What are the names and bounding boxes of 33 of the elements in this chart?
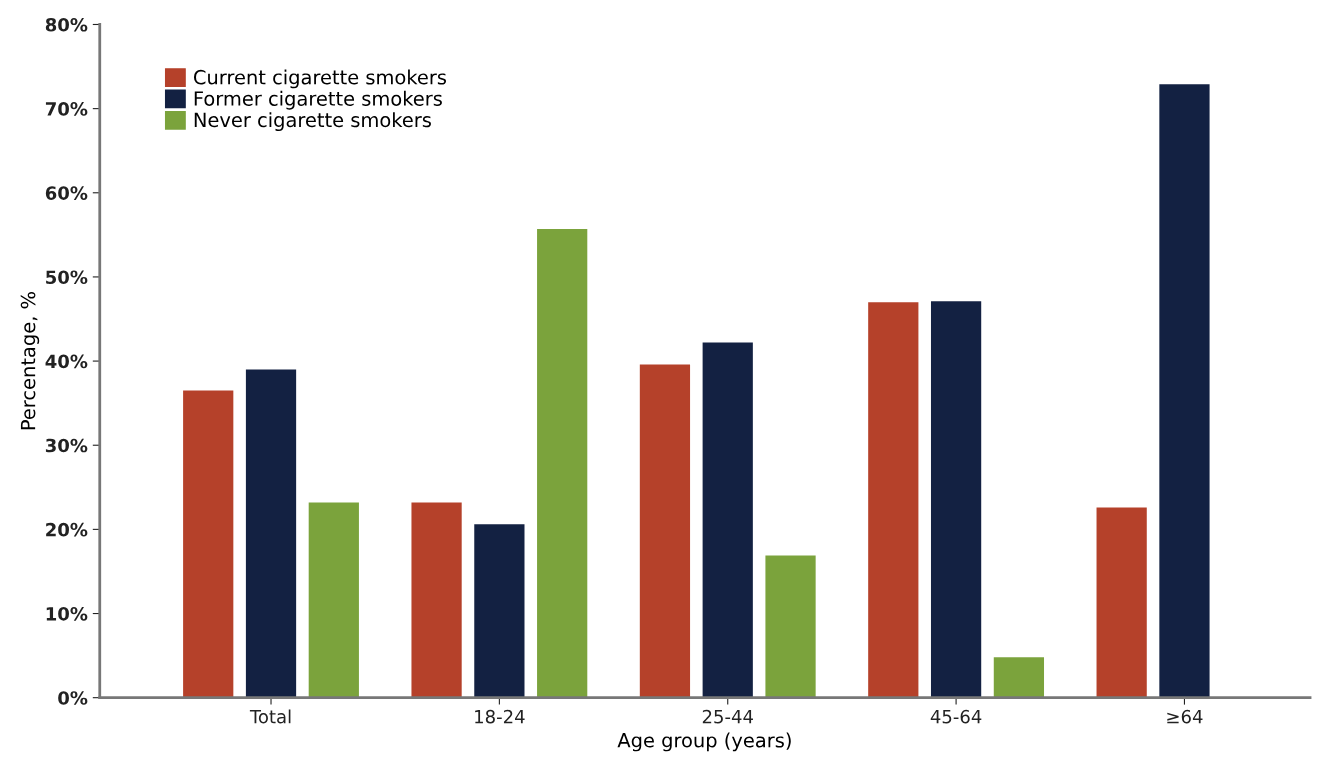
legend-label: Never cigarette smokers [194,112,431,132]
y-tick-label: 50% [46,270,88,285]
x-tick-label: Total [249,709,291,724]
x-axis-title: Age group (years) [617,732,791,752]
bar [1096,507,1147,698]
bar [537,228,588,698]
legend-label: Current cigarette smokers [193,69,447,89]
x-tick-label: 18-24 [475,709,525,724]
bar [702,342,753,698]
x-tick-label: 25-44 [702,709,753,724]
x-tick-label: ≥64 [1167,709,1203,724]
bar [308,502,359,698]
bar [411,502,462,698]
bar [765,555,816,698]
y-axis-title: Percentage, % [20,292,40,430]
bar [183,390,234,698]
y-tick-label: 0% [58,691,88,705]
bar [245,369,297,698]
bar [474,524,525,698]
x-tick-label: 45-64 [930,709,982,724]
bar [1159,84,1210,698]
y-tick-label: 10% [46,606,88,621]
y-tick-label: 20% [46,522,88,537]
bar [868,302,919,698]
bar [639,364,691,698]
y-tick-label: 60% [45,186,88,200]
legend-label: Former cigarette smokers [194,90,442,110]
y-tick-label: 70% [45,102,88,116]
bar [993,657,1045,698]
y-tick-label: 30% [45,438,88,453]
bar [930,301,982,698]
y-tick-label: 40% [45,354,88,369]
y-tick-label: 80% [45,17,88,32]
